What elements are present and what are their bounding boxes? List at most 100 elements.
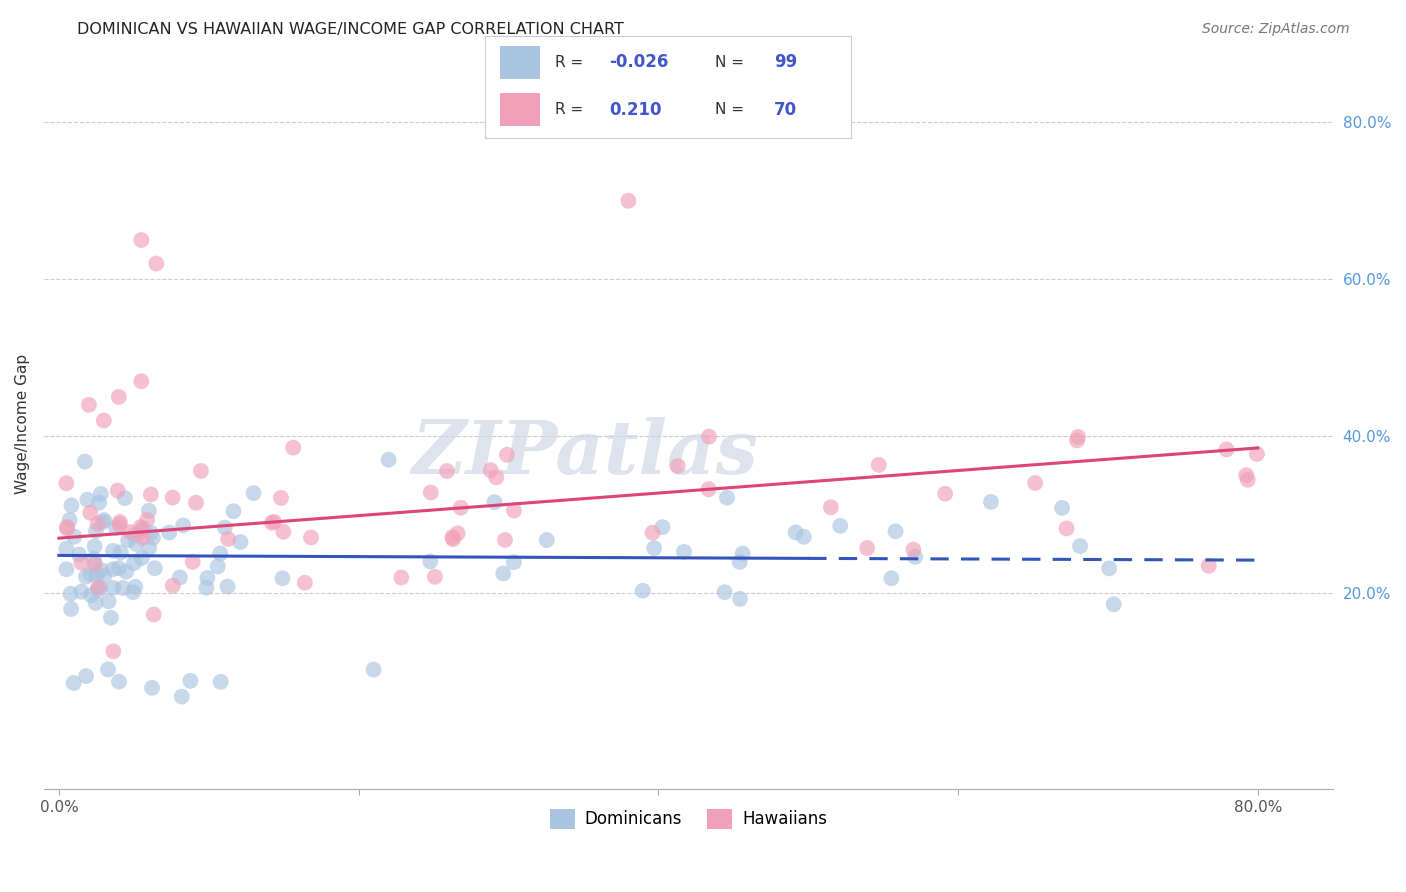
Point (60, 602, 83, 616)
Point (731, 547, 754, 561)
Point (377, 452, 399, 467)
Point (120, 524, 142, 539)
Point (103, 644, 125, 658)
Point (108, 515, 131, 529)
Point (79, 506, 101, 520)
Point (1215, 442, 1237, 457)
Point (70, 556, 93, 570)
Point (75, 669, 97, 683)
Point (142, 607, 165, 622)
Point (70, 584, 93, 599)
Point (294, 575, 316, 590)
Point (868, 458, 890, 472)
Point (651, 520, 673, 534)
Point (79, 567, 101, 582)
Point (59, 513, 82, 527)
Point (179, 673, 201, 688)
Point (131, 374, 153, 388)
Point (222, 504, 245, 518)
Point (713, 585, 735, 599)
Point (77, 398, 100, 412)
Point (122, 556, 145, 570)
Point (496, 448, 519, 462)
Point (242, 486, 264, 500)
Text: 0.210: 0.210 (609, 101, 662, 119)
Point (419, 554, 441, 568)
Point (716, 491, 738, 505)
Point (1069, 539, 1091, 553)
Point (980, 495, 1002, 509)
Text: N =: N = (716, 102, 749, 117)
Point (62, 676, 84, 690)
Point (441, 533, 464, 547)
Point (115, 565, 138, 579)
Point (103, 581, 125, 595)
Text: R =: R = (554, 102, 588, 117)
Point (117, 533, 139, 548)
Point (263, 515, 285, 529)
Point (83, 540, 105, 554)
Point (86, 516, 108, 531)
Text: 70: 70 (773, 101, 797, 119)
Point (1236, 473, 1258, 487)
Point (108, 390, 131, 404)
Point (904, 549, 927, 564)
Point (87, 496, 110, 510)
Point (631, 583, 654, 598)
Point (60, 499, 83, 513)
Point (1098, 561, 1121, 575)
Point (59, 587, 82, 601)
Point (209, 546, 232, 560)
Point (108, 674, 131, 689)
Point (492, 566, 515, 581)
Point (129, 520, 152, 534)
Point (89, 580, 111, 594)
Point (436, 464, 458, 478)
Point (190, 464, 212, 478)
Point (141, 681, 163, 695)
Point (536, 533, 558, 547)
Point (260, 516, 283, 530)
Y-axis label: Wage/Income Gap: Wage/Income Gap (15, 354, 30, 494)
Point (299, 531, 322, 545)
Point (97, 594, 120, 608)
Point (785, 525, 807, 540)
Point (145, 256, 167, 270)
Point (170, 690, 193, 704)
Text: ZIPatlas: ZIPatlas (412, 417, 759, 490)
Point (101, 562, 124, 576)
Point (93, 513, 115, 527)
Point (55, 476, 77, 491)
Point (363, 663, 385, 677)
Point (90, 563, 112, 577)
Point (63, 530, 86, 544)
Point (485, 470, 508, 484)
Point (101, 544, 124, 558)
Point (122, 585, 145, 599)
Point (503, 555, 526, 569)
Text: -0.026: -0.026 (609, 54, 669, 71)
Point (1246, 447, 1268, 461)
Point (162, 579, 184, 593)
Point (494, 533, 516, 547)
Point (132, 531, 155, 545)
Point (389, 570, 412, 584)
Point (131, 233, 153, 247)
Text: N =: N = (716, 54, 749, 70)
Point (229, 535, 252, 549)
Text: Source: ZipAtlas.com: Source: ZipAtlas.com (1202, 22, 1350, 37)
Point (441, 530, 464, 544)
Point (90, 487, 112, 501)
Point (184, 496, 207, 510)
Point (880, 571, 903, 585)
Point (132, 521, 155, 535)
Point (169, 570, 191, 584)
Point (195, 581, 218, 595)
Point (105, 521, 128, 535)
Point (419, 485, 441, 500)
Point (139, 487, 162, 501)
Point (75, 570, 97, 584)
Point (84, 596, 107, 610)
Point (87, 580, 110, 594)
Point (728, 555, 751, 569)
